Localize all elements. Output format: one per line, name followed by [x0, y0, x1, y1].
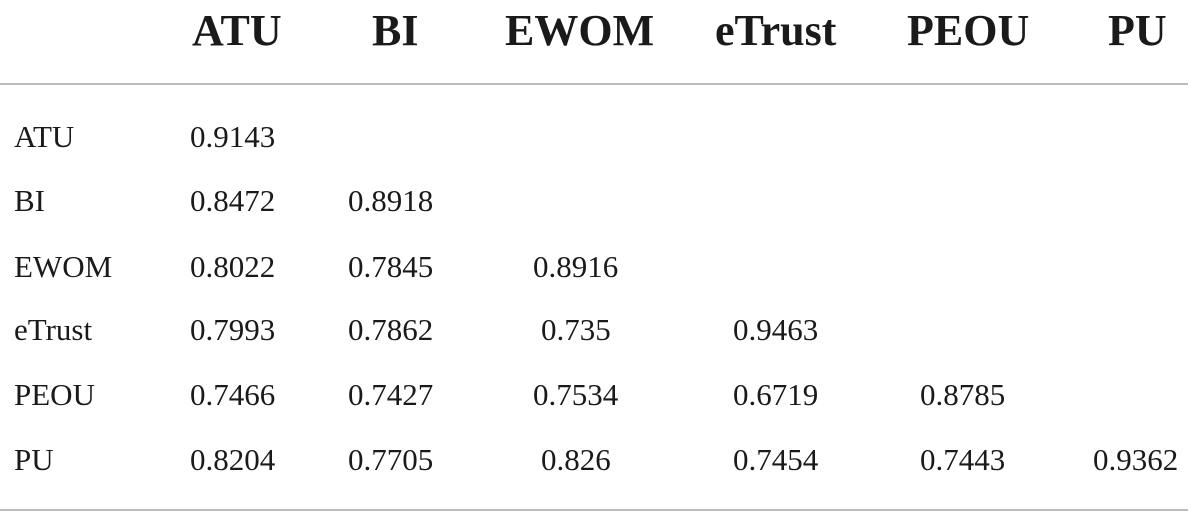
table-cell: 0.8022	[190, 249, 276, 284]
table-header-row: ATU BI EWOM eTrust PEOU PU	[0, 0, 1200, 62]
table-cell: 0.7845	[348, 249, 434, 284]
column-header-peou: PEOU	[907, 6, 1030, 55]
table-cell: 0.7443	[920, 442, 1006, 477]
table-row-atu: ATU 0.9143	[0, 117, 1200, 157]
row-label: PEOU	[14, 377, 95, 412]
row-label: BI	[14, 183, 45, 218]
table-row-peou: PEOU 0.7466 0.7427 0.7534 0.6719 0.8785	[0, 375, 1200, 415]
column-header-bi: BI	[372, 6, 419, 55]
table-cell: 0.6719	[733, 377, 819, 412]
table-cell: 0.7705	[348, 442, 434, 477]
table-cell: 0.8916	[533, 249, 619, 284]
table-row-etrust: eTrust 0.7993 0.7862 0.735 0.9463	[0, 310, 1200, 350]
table-cell: 0.7993	[190, 312, 276, 347]
table-cell: 0.9362	[1093, 442, 1179, 477]
table-cell: 0.7862	[348, 312, 434, 347]
bottom-divider	[0, 509, 1188, 511]
table-cell: 0.826	[541, 442, 611, 477]
row-label: PU	[14, 442, 54, 477]
column-header-etrust: eTrust	[715, 6, 837, 55]
table-cell: 0.7454	[733, 442, 819, 477]
column-header-pu: PU	[1108, 6, 1167, 55]
table-row-pu: PU 0.8204 0.7705 0.826 0.7454 0.7443 0.9…	[0, 440, 1200, 480]
column-header-ewom: EWOM	[505, 6, 655, 55]
table-cell: 0.735	[541, 312, 611, 347]
table-cell: 0.7427	[348, 377, 434, 412]
table-row-bi: BI 0.8472 0.8918	[0, 181, 1200, 221]
table-cell: 0.8472	[190, 183, 276, 218]
table-cell: 0.7466	[190, 377, 276, 412]
row-label: ATU	[14, 119, 75, 154]
column-header-atu: ATU	[192, 6, 282, 55]
table-row-ewom: EWOM 0.8022 0.7845 0.8916	[0, 247, 1200, 287]
row-label: EWOM	[14, 249, 113, 284]
table-cell: 0.9143	[190, 119, 276, 154]
table-cell: 0.7534	[533, 377, 619, 412]
header-divider	[0, 83, 1188, 85]
row-label: eTrust	[14, 312, 93, 347]
table-cell: 0.9463	[733, 312, 819, 347]
table-cell: 0.8204	[190, 442, 276, 477]
table-cell: 0.8785	[920, 377, 1006, 412]
table-cell: 0.8918	[348, 183, 434, 218]
